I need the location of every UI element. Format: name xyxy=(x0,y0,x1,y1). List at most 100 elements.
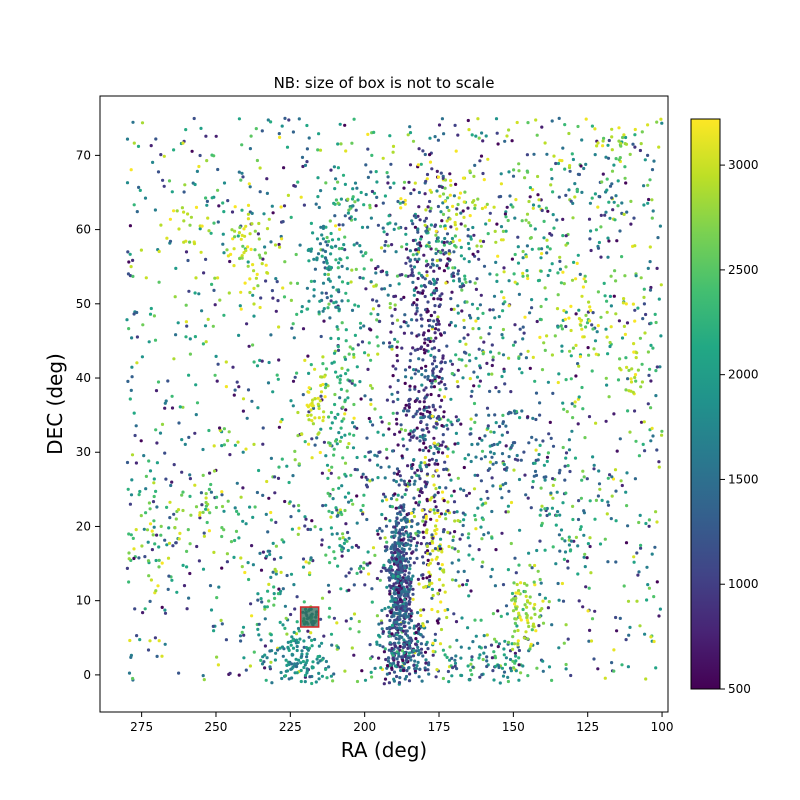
data-point xyxy=(539,523,544,528)
data-point xyxy=(269,240,273,244)
data-point xyxy=(248,290,252,295)
data-point xyxy=(352,117,356,121)
data-point xyxy=(220,490,224,494)
data-point xyxy=(399,512,403,517)
data-point xyxy=(587,217,592,221)
data-point xyxy=(393,550,397,555)
data-point xyxy=(497,665,501,670)
data-point xyxy=(519,618,523,622)
data-point xyxy=(391,603,396,607)
data-point xyxy=(467,532,471,536)
data-point xyxy=(225,560,229,564)
data-point xyxy=(250,222,254,226)
data-point xyxy=(216,220,220,224)
data-point xyxy=(140,544,144,548)
data-point xyxy=(511,659,515,663)
data-point xyxy=(513,252,517,257)
data-point xyxy=(569,354,573,358)
data-point xyxy=(143,607,147,611)
data-point xyxy=(427,430,431,434)
data-point xyxy=(447,249,451,253)
data-point xyxy=(424,364,428,368)
data-point xyxy=(333,402,337,407)
data-point xyxy=(393,432,397,436)
data-point xyxy=(304,661,308,665)
data-point xyxy=(424,308,428,312)
data-point xyxy=(332,616,336,620)
data-point xyxy=(420,428,424,432)
data-point xyxy=(461,209,465,213)
data-point xyxy=(454,182,458,186)
data-point xyxy=(397,605,401,609)
data-point xyxy=(637,454,642,458)
data-point xyxy=(236,440,240,444)
data-point xyxy=(646,350,651,354)
data-point xyxy=(516,245,520,249)
data-point xyxy=(564,324,568,329)
data-point xyxy=(415,309,419,313)
data-point xyxy=(396,646,400,650)
data-point xyxy=(527,199,531,204)
data-point xyxy=(212,288,216,292)
data-point xyxy=(531,355,535,359)
data-point xyxy=(510,647,515,651)
data-point xyxy=(468,377,472,381)
data-point xyxy=(399,550,403,554)
data-point xyxy=(345,256,349,260)
data-point xyxy=(341,405,345,409)
data-point xyxy=(489,350,493,354)
data-point xyxy=(441,356,445,360)
data-point xyxy=(415,303,419,307)
data-point xyxy=(396,553,400,557)
data-point xyxy=(471,252,475,256)
data-point xyxy=(266,589,270,593)
data-point xyxy=(518,416,522,420)
data-point xyxy=(423,219,427,223)
data-point xyxy=(440,360,444,364)
data-point xyxy=(610,169,615,173)
data-point xyxy=(530,566,534,570)
data-point xyxy=(429,446,433,450)
data-point xyxy=(309,221,313,225)
data-point xyxy=(295,281,300,285)
data-point xyxy=(614,157,618,161)
data-point xyxy=(277,358,281,362)
data-point xyxy=(484,222,488,226)
data-point xyxy=(399,668,403,673)
data-point xyxy=(203,324,208,328)
data-point xyxy=(374,271,378,275)
data-point xyxy=(528,595,532,599)
data-point xyxy=(442,243,446,247)
data-point xyxy=(388,592,392,596)
data-point xyxy=(172,209,176,213)
data-point xyxy=(216,276,220,280)
data-point xyxy=(401,608,405,612)
data-point xyxy=(258,551,262,556)
data-point xyxy=(437,123,442,127)
data-point xyxy=(280,676,284,681)
data-point xyxy=(310,638,314,643)
data-point xyxy=(527,441,531,445)
data-point xyxy=(182,190,186,194)
data-point xyxy=(566,559,570,563)
data-point xyxy=(479,336,483,340)
data-point xyxy=(419,608,423,612)
data-point xyxy=(143,555,147,559)
data-point xyxy=(395,588,399,592)
data-point xyxy=(424,485,428,489)
data-point xyxy=(188,240,192,244)
data-point xyxy=(485,202,489,206)
data-point xyxy=(520,371,524,375)
data-point xyxy=(457,277,461,281)
data-point xyxy=(132,411,136,415)
data-point xyxy=(523,603,527,607)
data-point xyxy=(408,163,413,167)
data-point xyxy=(442,570,446,574)
data-point xyxy=(612,412,616,416)
data-point xyxy=(258,166,262,170)
data-point xyxy=(491,612,495,616)
data-point xyxy=(438,388,442,392)
data-point xyxy=(414,642,418,646)
data-point xyxy=(155,505,159,509)
data-point xyxy=(260,262,264,266)
